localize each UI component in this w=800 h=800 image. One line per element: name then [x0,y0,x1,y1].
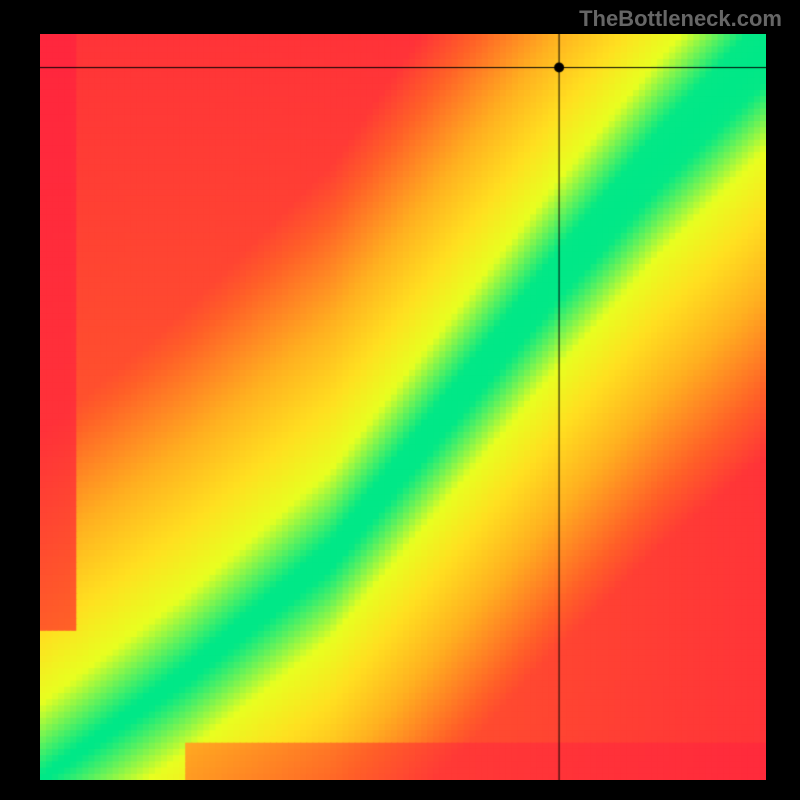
bottleneck-heatmap [40,34,766,780]
watermark-text: TheBottleneck.com [579,6,782,32]
